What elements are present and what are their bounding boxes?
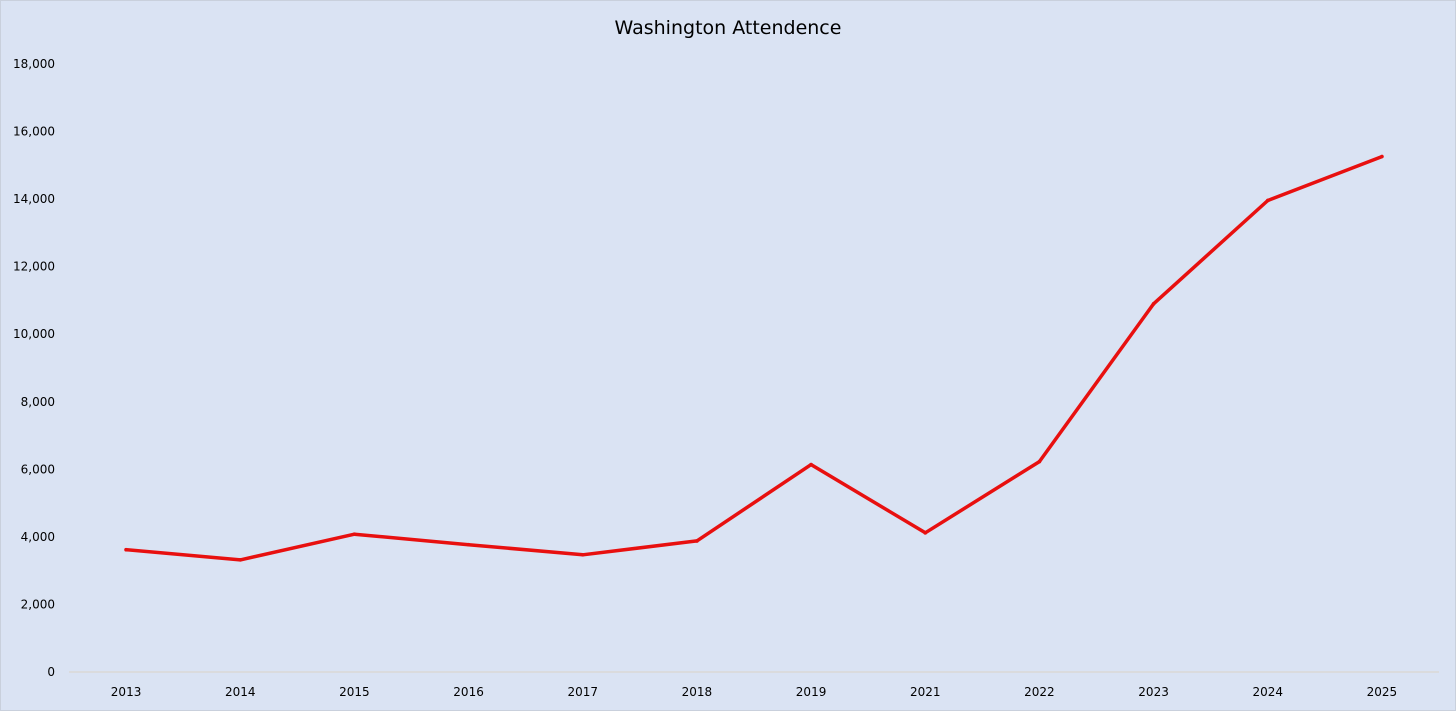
x-tick-label: 2022 xyxy=(1024,685,1055,699)
data-point xyxy=(580,552,585,557)
y-tick-label: 14,000 xyxy=(13,192,55,206)
y-tick-label: 2,000 xyxy=(21,597,55,611)
data-point xyxy=(809,462,813,467)
y-axis-tick-labels: 0 2,000 4,000 6,000 8,000 10,000 12,000 14,000 1… xyxy=(13,57,55,679)
data-point xyxy=(352,532,357,536)
x-tick-label: 2025 xyxy=(1367,685,1398,699)
y-tick-label: 16,000 xyxy=(13,125,55,139)
data-point xyxy=(238,558,243,562)
x-tick-label: 2024 xyxy=(1252,685,1283,699)
y-tick-label: 18,000 xyxy=(13,57,55,71)
x-tick-label: 2013 xyxy=(111,685,142,699)
y-tick-label: 0 xyxy=(47,665,55,679)
y-tick-label: 8,000 xyxy=(21,395,55,409)
data-point xyxy=(124,547,128,552)
chart-title: Washington Attendence xyxy=(614,17,842,39)
data-point xyxy=(695,539,699,543)
data-point xyxy=(1037,459,1042,464)
x-tick-label: 2019 xyxy=(796,685,827,699)
series-line xyxy=(124,154,1384,562)
x-tick-label: 2016 xyxy=(453,685,484,699)
y-tick-label: 12,000 xyxy=(13,260,55,274)
x-tick-label: 2018 xyxy=(682,685,713,699)
x-tick-label: 2017 xyxy=(567,685,598,699)
data-point xyxy=(1151,302,1156,306)
data-point xyxy=(1265,198,1270,203)
data-points xyxy=(124,154,1384,562)
y-tick-label: 10,000 xyxy=(13,327,55,341)
x-tick-label: 2023 xyxy=(1138,685,1169,699)
data-point xyxy=(923,531,928,535)
y-tick-label: 4,000 xyxy=(21,530,55,544)
x-tick-label: 2014 xyxy=(225,685,256,699)
x-tick-label: 2015 xyxy=(339,685,370,699)
x-tick-label: 2021 xyxy=(910,685,941,699)
x-axis-tick-labels: 2013 2014 2015 2016 2017 2018 2019 2021 2022 2023… xyxy=(111,685,1397,699)
y-tick-label: 6,000 xyxy=(21,462,55,476)
data-point xyxy=(466,542,471,547)
data-point xyxy=(1380,154,1384,159)
